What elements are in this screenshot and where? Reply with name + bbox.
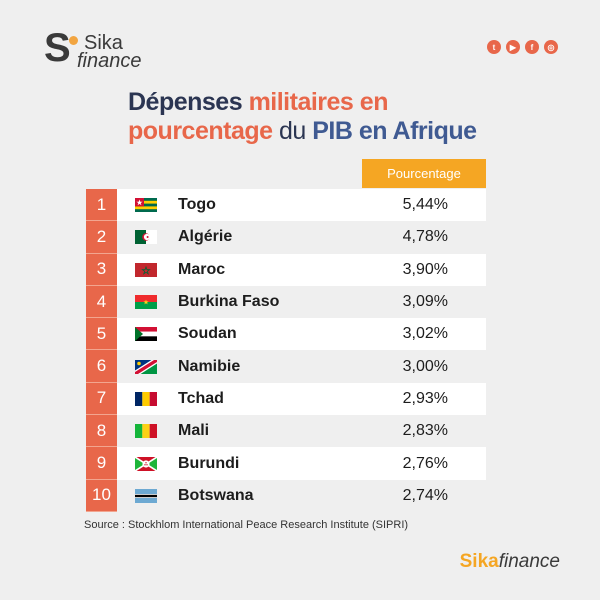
rank-cell: 2 [86,221,117,254]
percentage-value: 4,78% [402,228,448,246]
table-row: 5 Soudan 3,02% [86,318,486,351]
namibia-flag-icon [135,359,157,374]
country-name: Botswana [178,486,254,504]
rank-cell: 10 [86,479,117,512]
rank-cell: 9 [86,447,117,480]
row-content: Tchad 2,93% [117,382,486,416]
youtube-icon[interactable]: ▶ [506,40,520,54]
country-name: Togo [178,196,216,214]
rank-cell: 5 [86,318,117,351]
burkina-faso-flag-icon [135,295,157,310]
percentage-value: 3,02% [402,325,448,343]
table-row: 7 Tchad 2,93% [86,382,486,416]
table-row: 10 Botswana 2,74% [86,479,486,512]
source-note: Source : Stockhlom International Peace R… [84,519,409,531]
percentage-value: 3,90% [402,260,448,278]
sikafinance-logo: S Sika finance [44,26,154,72]
rank-cell: 3 [86,253,117,286]
percentage-value: 2,74% [402,486,448,504]
rank-cell: 1 [86,189,117,222]
logo-word-finance: finance [77,50,142,72]
row-content: Algérie 4,78% [117,221,486,254]
title-part-militaires: militaires en [248,88,389,116]
rank-cell: 6 [86,350,117,383]
row-content: Togo 5,44% [117,189,486,222]
social-links: t ▶ f ◎ [487,40,558,54]
row-content: Burkina Faso 3,09% [117,285,486,319]
row-content: Burundi 2,76% [117,447,486,480]
burundi-flag-icon [135,456,157,471]
table-row: 9 Burundi 2,76% [86,447,486,480]
rank-cell: 8 [86,415,117,448]
footer-brand-finance: finance [498,551,560,572]
footer-brand: Sikafinance [460,551,560,573]
togo-flag-icon [135,198,157,213]
table-row: 6 Namibie 3,00% [86,350,486,383]
country-name: Burundi [178,454,240,472]
title-part-depenses: Dépenses [128,88,249,116]
country-name: Mali [178,422,210,440]
chad-flag-icon [135,391,157,406]
rank-cell: 7 [86,382,117,416]
country-name: Tchad [178,389,224,407]
table-row: 3 Maroc 3,90% [86,253,486,286]
country-name: Namibie [178,357,241,375]
title-part-pib: PIB en Afrique [312,117,477,145]
row-content: Mali 2,83% [117,415,486,448]
table-row: 1 Togo 5,44% [86,189,486,222]
country-name: Maroc [178,260,226,278]
column-header-percentage: Pourcentage [362,159,486,188]
logo-word-sika: Sika [84,32,123,54]
table-row: 8 Mali 2,83% [86,415,486,448]
mali-flag-icon [135,424,157,439]
percentage-value: 5,44% [402,196,448,214]
logo-letter: S [44,26,71,70]
morocco-flag-icon [135,262,157,277]
page-title: Dépenses militaires en pourcentage du PI… [128,88,477,146]
footer-brand-sika: Sika [459,551,499,572]
facebook-icon[interactable]: f [525,40,539,54]
rank-cell: 4 [86,285,117,319]
percentage-value: 3,00% [402,357,448,375]
country-name: Burkina Faso [178,293,280,311]
title-part-pourcentage: pourcentage [128,117,273,145]
algeria-flag-icon [135,230,157,245]
twitter-icon[interactable]: t [487,40,501,54]
row-content: Namibie 3,00% [117,350,486,383]
percentage-value: 2,76% [402,454,448,472]
ranking-table: 1 Togo 5,44% 2 Algérie 4,78% 3 Maroc 3,9… [86,189,486,512]
percentage-value: 2,93% [402,389,448,407]
percentage-value: 3,09% [402,293,448,311]
row-content: Maroc 3,90% [117,253,486,286]
botswana-flag-icon [135,488,157,503]
percentage-value: 2,83% [402,422,448,440]
country-name: Soudan [178,325,237,343]
title-part-du: du [272,117,313,145]
logo-dot [69,36,78,45]
table-row: 2 Algérie 4,78% [86,221,486,254]
instagram-icon[interactable]: ◎ [544,40,558,54]
row-content: Soudan 3,02% [117,318,486,351]
table-row: 4 Burkina Faso 3,09% [86,285,486,319]
country-name: Algérie [178,228,233,246]
sudan-flag-icon [135,327,157,342]
row-content: Botswana 2,74% [117,479,486,512]
